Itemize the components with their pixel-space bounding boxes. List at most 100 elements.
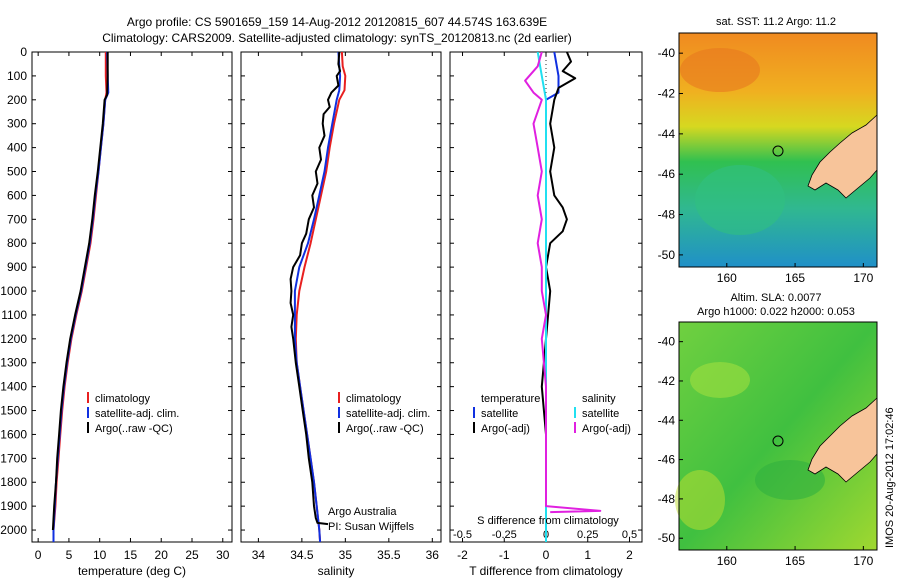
- y-tick-label: 400: [7, 141, 27, 155]
- map-y-tick-label: -48: [658, 208, 676, 222]
- argo-marker: [772, 145, 784, 157]
- x-tick-label: 0: [543, 548, 550, 562]
- x-tick-label: 20: [155, 548, 169, 562]
- map-y-tick-label: -42: [658, 87, 676, 101]
- x-tick-label: 10: [93, 548, 107, 562]
- x2-tick-label: 0.25: [577, 529, 598, 541]
- map-x-tick-label: 170: [853, 554, 873, 568]
- salinity-panel-frame: [240, 51, 442, 543]
- y-tick-label: 700: [7, 212, 27, 226]
- map-y-tick-label: -50: [658, 248, 676, 262]
- y-tick-label: 1800: [0, 475, 27, 489]
- legend-label-s-satellite: satellite: [582, 408, 619, 420]
- temperature-x-axis: 0 5 10 15 20 25 30: [35, 52, 230, 562]
- y-tick-label: 1100: [1, 308, 27, 322]
- legend-title-temperature: temperature: [481, 393, 540, 405]
- sla-patch-3: [675, 470, 725, 530]
- y-tick-label: 200: [7, 93, 27, 107]
- y-tick-label: 0: [20, 45, 27, 59]
- series-line-s-argo-adj: [524, 52, 602, 514]
- y-tick-label: 1300: [0, 356, 27, 370]
- map-y-tick-label: -42: [658, 374, 676, 388]
- difference-x-axis: -2 -1 0 1 2: [457, 52, 633, 562]
- x-tick-label: 0: [35, 548, 42, 562]
- legend-label-satellite: satellite-adj. clim.: [95, 408, 179, 420]
- map-y-tick-label: -46: [658, 167, 676, 181]
- legend-title-salinity: salinity: [582, 393, 616, 405]
- y-tick-label: 500: [7, 165, 27, 179]
- temperature-panel-frame: [31, 51, 233, 543]
- legend-label-satellite: satellite-adj. clim.: [346, 408, 430, 420]
- x-tick-label: 30: [216, 548, 230, 562]
- map-y-tick-label: -40: [658, 335, 676, 349]
- y-tick-label: 800: [7, 236, 27, 250]
- title-line-2: Climatology: CARS2009. Satellite-adjuste…: [102, 31, 572, 45]
- temperature-xlabel: temperature (deg C): [78, 564, 186, 578]
- x-tick-label: -2: [457, 548, 468, 562]
- sst-map-axes: 160 165 170 -40 -42 -44 -46 -48 -50: [658, 46, 874, 285]
- salinity-xlabel: salinity: [318, 564, 355, 578]
- y-tick-label: 1400: [0, 380, 27, 394]
- nz-landmass: [807, 114, 878, 199]
- legend-label-t-argo: Argo(-adj): [481, 423, 530, 435]
- temperature-legend: climatology satellite-adj. clim. Argo(..…: [87, 392, 179, 435]
- sla-map: [675, 321, 878, 551]
- y-tick-label: 1200: [0, 332, 27, 346]
- map-y-tick-label: -46: [658, 453, 676, 467]
- difference-x2label: S difference from climatology: [477, 515, 619, 527]
- x-tick-label: 1: [584, 548, 591, 562]
- sla-patch-1: [690, 362, 750, 398]
- sst-map-frame: [678, 32, 878, 268]
- legend-label-s-argo: Argo(-adj): [582, 423, 631, 435]
- argo-marker: [772, 435, 784, 447]
- salinity-series: [289, 52, 347, 542]
- map-x-tick-label: 170: [853, 271, 873, 285]
- y-tick-label: 1700: [0, 451, 27, 465]
- sst-map-title: sat. SST: 11.2 Argo: 11.2: [716, 16, 836, 28]
- difference-xlabel: T difference from climatology: [469, 564, 623, 578]
- legend-label-t-satellite: satellite: [481, 408, 518, 420]
- sla-map-frame: [678, 321, 878, 551]
- difference-legend: temperature satellite Argo(-adj) salinit…: [473, 393, 631, 435]
- nz-landmass: [807, 397, 878, 483]
- annotation-argo-australia: Argo Australia: [328, 506, 397, 518]
- x-tick-label: 2: [626, 548, 633, 562]
- x-tick-label: -1: [499, 548, 510, 562]
- x2-tick-label: 0.5: [622, 529, 637, 541]
- title-line-1: Argo profile: CS 5901659_159 14-Aug-2012…: [127, 15, 547, 29]
- legend-label-climatology: climatology: [346, 393, 402, 405]
- y-tick-label: 900: [7, 260, 27, 274]
- annotation-pi: PI: Susan Wijffels: [328, 521, 414, 533]
- x-tick-label: 34.5: [290, 548, 314, 562]
- sst-warm-patch: [680, 48, 760, 92]
- series-line-argo-raw-qc: [51, 52, 109, 531]
- x-tick-label: 34: [252, 548, 266, 562]
- map-y-tick-label: -50: [658, 531, 676, 545]
- watermark: IMOS 20-Aug-2012 17:02:46: [884, 407, 896, 548]
- y-tick-label: 300: [7, 117, 27, 131]
- map-x-tick-label: 165: [785, 554, 805, 568]
- sst-map: [678, 32, 878, 268]
- depth-axis: 0 100 200 300 400 500 600 700 800 900 1000 1100 1200…: [0, 45, 642, 537]
- sla-patch-2: [755, 460, 825, 500]
- x2-tick-label: -0.25: [492, 529, 517, 541]
- y-tick-label: 2000: [0, 523, 27, 537]
- series-line-argo-raw-qc: [289, 52, 342, 526]
- sla-map-axes: 160 165 170 -40 -42 -44 -46 -48 -50: [658, 335, 874, 568]
- y-tick-label: 100: [7, 69, 27, 83]
- legend-label-argo: Argo(..raw -QC): [346, 423, 424, 435]
- y-tick-label: 600: [7, 188, 27, 202]
- map-y-tick-label: -40: [658, 46, 676, 60]
- legend-label-argo: Argo(..raw -QC): [95, 423, 173, 435]
- x2-tick-label: -0.5: [453, 529, 472, 541]
- sla-map-title-2: Argo h1000: 0.022 h2000: 0.053: [697, 306, 855, 318]
- x-tick-label: 25: [185, 548, 199, 562]
- series-line-t-argo-adj: [540, 52, 577, 530]
- salinity-x-axis: 34 34.5 35 35.5 36: [252, 52, 439, 562]
- sst-cold-patch: [695, 165, 785, 235]
- map-y-tick-label: -44: [658, 413, 676, 427]
- map-x-tick-label: 165: [785, 271, 805, 285]
- series-line-satellite-adj-clim: [293, 52, 342, 542]
- x-tick-label: 35.5: [377, 548, 401, 562]
